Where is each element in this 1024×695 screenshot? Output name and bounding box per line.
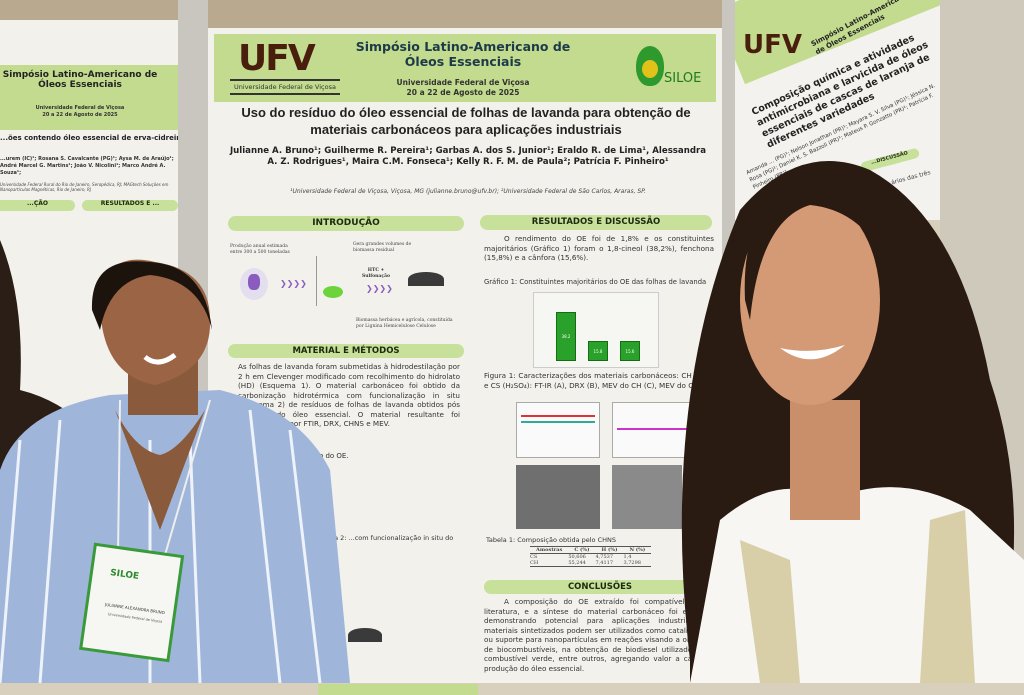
table-cell: 4,7537 [595, 554, 614, 560]
table-header: Amostras [536, 547, 563, 553]
table-caption: Tabela 1: Composição obtida pelo CHNS [486, 536, 617, 544]
left-poster-host: Universidade Federal de Viçosa [35, 105, 125, 111]
table-row: CH 55,244 7,4117 3,7298 [530, 560, 651, 567]
left-poster-authors: ...urem (IC)¹; Rosana S. Cavalcante (PG)… [0, 156, 174, 176]
clevenger-illustration [316, 256, 346, 306]
event-host: Universidade Federal de Viçosa [396, 78, 530, 87]
ufv-logo-caption: Universidade Federal de Viçosa [230, 79, 340, 95]
mev-cs-image [612, 465, 682, 529]
table-header: C (%) [574, 547, 590, 553]
event-title: Simpósio Latino-Americano de Óleos Essen… [355, 39, 571, 69]
event-dates: 20 a 22 de Agosto de 2025 [406, 88, 520, 97]
table-header: H (%) [601, 547, 618, 553]
left-poster-event-title: Simpósio Latino-Americano de Óleos Essen… [2, 70, 158, 90]
right-woman [681, 161, 1024, 683]
left-poster-section-right: RESULTADOS E ... [82, 200, 178, 211]
table-cell: CS [530, 554, 538, 560]
ufv-logo: UFV [238, 38, 316, 79]
table-header: N (%) [629, 547, 646, 553]
left-poster-header [0, 65, 178, 130]
intro-note-htc: HTC + Sulfonação [361, 268, 390, 279]
intro-note-biomass: Gera grandes volumes de biomassa residua… [353, 242, 412, 253]
resultados-text: O rendimento do OE foi de 1,8% e os cons… [484, 234, 714, 262]
poster-authors: Julianne A. Bruno¹; Guilherme R. Pereira… [229, 146, 707, 167]
carbon-pile-illustration [348, 628, 382, 642]
siloe-flask-icon [636, 46, 664, 86]
figure-caption: Figura 1: Caracterizações dos materiais … [484, 371, 714, 390]
conclusoes-text: A composição do OE extraído foi compatív… [484, 597, 716, 673]
chart-bar: 15.6 [620, 340, 640, 361]
scheme1-caption: ...ão do OE. [308, 452, 349, 460]
chart-bar-label: 15.8 [593, 348, 603, 354]
main-poster: UFV Universidade Federal de Viçosa Simpó… [208, 28, 722, 695]
arrows-icon: ❯❯❯❯ [366, 284, 393, 293]
section-resultados: RESULTADOS E DISCUSSÃO [480, 215, 712, 230]
bar-chart: 38.2 15.8 15.6 [533, 292, 659, 368]
right-ufv-logo: UFV [743, 30, 802, 60]
poster-affiliations: ¹Universidade Federal de Viçosa, Viçosa,… [290, 188, 646, 195]
metodos-text: As folhas de lavanda foram submetidas à … [238, 362, 460, 428]
poster-title: Uso do resíduo do óleo essencial de folh… [241, 105, 691, 137]
left-poster-title: ...ões contendo óleo essencial de erva-c… [0, 134, 178, 142]
table-cell: 50,606 [568, 554, 586, 560]
footer-band [318, 684, 478, 695]
table-cell: 55,244 [568, 560, 586, 566]
chns-table: Amostras C (%) H (%) N (%) CS 50,606 4,7537 1,… [530, 546, 652, 567]
name-badge [79, 399, 211, 663]
table-row: CS 50,606 4,7537 1,4 [530, 554, 651, 560]
mev-ch-image [516, 465, 600, 529]
carbon-pile-illustration [408, 272, 444, 286]
ftir-plot [516, 402, 600, 458]
table-cell: 7,4117 [595, 560, 614, 566]
intro-note-lignin: Biomassa herbácea e agrícola, constituíd… [356, 318, 453, 329]
left-poster-dates: 20 a 22 de Agosto de 2025 [42, 112, 118, 118]
chart-bar-label: 15.6 [625, 348, 635, 354]
chart-bar: 15.8 [588, 340, 608, 361]
drx-plot [612, 402, 696, 458]
table-cell: CH [530, 560, 539, 566]
left-poster-section-left: ...ÇÃO [0, 200, 75, 211]
chart-bar: 38.2 [556, 311, 576, 361]
table-cell: 1,4 [623, 554, 632, 560]
arrows-icon: ❯❯❯❯ [280, 279, 307, 288]
chart-bar-label: 38.2 [561, 334, 571, 340]
intro-note-production: Produção anual estimada entre 300 a 500 … [230, 244, 290, 255]
section-conclusoes: CONCLUSÕES [484, 580, 716, 594]
section-introducao: INTRODUÇÃO [228, 216, 464, 231]
left-poster-affiliations: Universidade Federal Rural do Rio de Jan… [0, 182, 169, 192]
lavender-illustration [240, 268, 268, 300]
chart-caption: Gráfico 1: Constituintes majoritários do… [484, 278, 707, 286]
table-cell: 3,7298 [623, 560, 641, 566]
main-poster-header [214, 34, 716, 102]
section-metodos: MATERIAL E MÉTODOS [228, 344, 464, 358]
siloe-logo: SILOE [664, 71, 702, 86]
